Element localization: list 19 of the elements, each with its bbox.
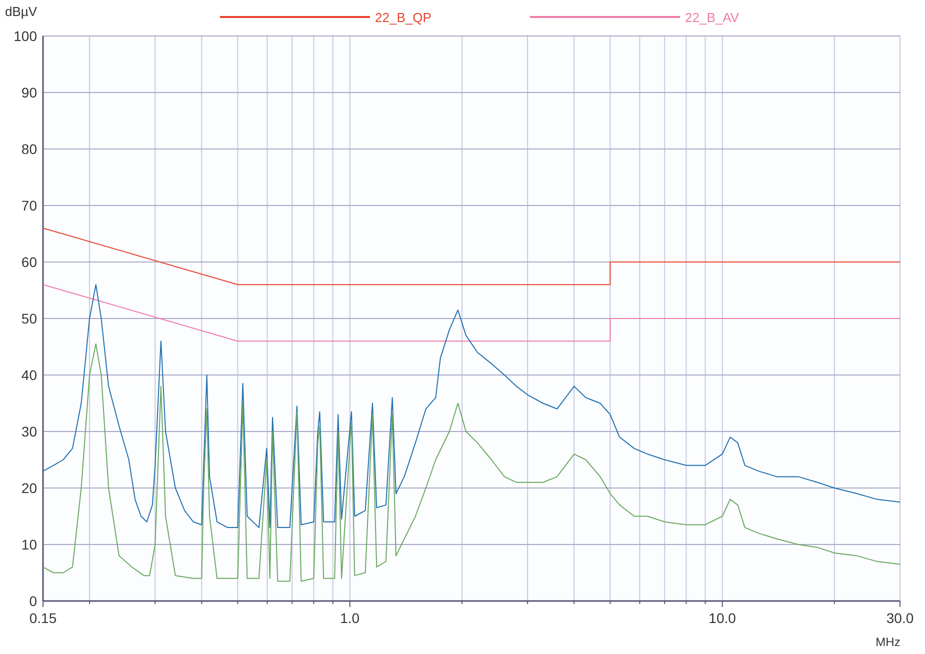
y-tick-label: 80 — [21, 141, 38, 157]
y-tick-label: 50 — [21, 310, 38, 326]
y-tick-label: 0 — [29, 593, 38, 609]
y-tick-label: 70 — [21, 198, 38, 214]
x-tick-label: 1.0 — [340, 610, 360, 626]
x-tick-label: 30.0 — [886, 610, 914, 626]
x-axis-title: MHz — [876, 635, 900, 649]
x-tick-label: 0.15 — [29, 610, 57, 626]
y-tick-label: 40 — [21, 367, 38, 383]
y-tick-label: 90 — [21, 84, 38, 100]
y-tick-label: 20 — [21, 480, 38, 496]
text: 22_B_AV — [685, 10, 740, 25]
text: 22_B_QP — [375, 10, 432, 25]
y-tick-label: 100 — [14, 28, 38, 44]
x-tick-label: 10.0 — [708, 610, 736, 626]
y-axis-title: dBµV — [5, 4, 38, 19]
y-tick-label: 10 — [21, 536, 38, 552]
y-tick-label: 60 — [21, 254, 38, 270]
y-tick-label: 30 — [21, 424, 38, 440]
